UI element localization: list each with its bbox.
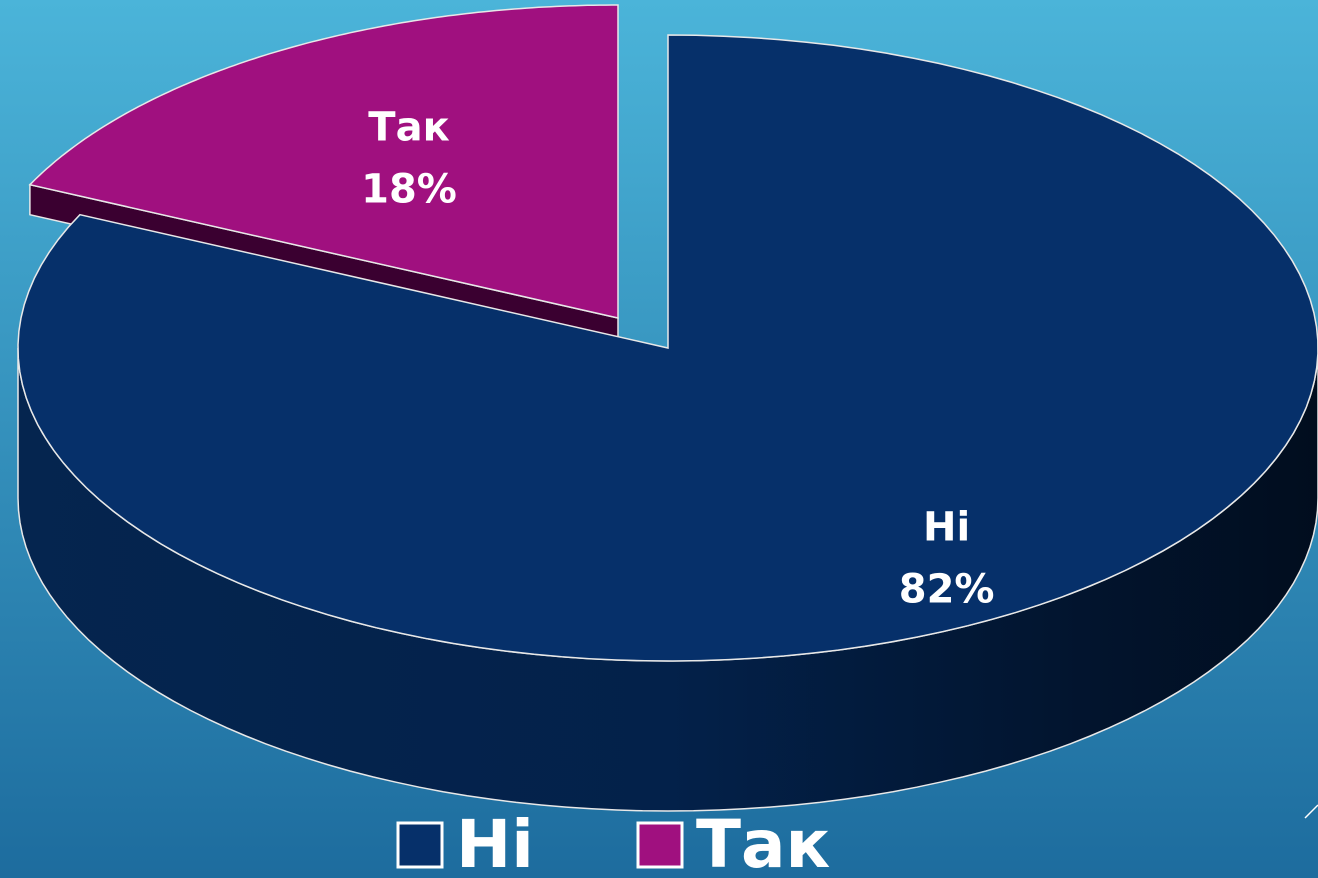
data-label-value: 18% — [361, 166, 457, 212]
legend: Ні Так — [396, 806, 830, 878]
legend-label: Так — [696, 806, 830, 878]
legend-label: Ні — [456, 806, 534, 878]
data-label-category: Ні — [923, 504, 970, 550]
slice — [28, 4, 619, 319]
data-label-category: Так — [368, 104, 449, 150]
data-labels: Так 18% Ні 82% — [361, 104, 994, 612]
legend-swatch — [396, 821, 444, 869]
legend-swatch — [636, 821, 684, 869]
data-label-value: 82% — [899, 566, 995, 612]
slice — [17, 34, 1318, 662]
decoration — [1304, 804, 1318, 819]
pie — [17, 4, 1318, 812]
